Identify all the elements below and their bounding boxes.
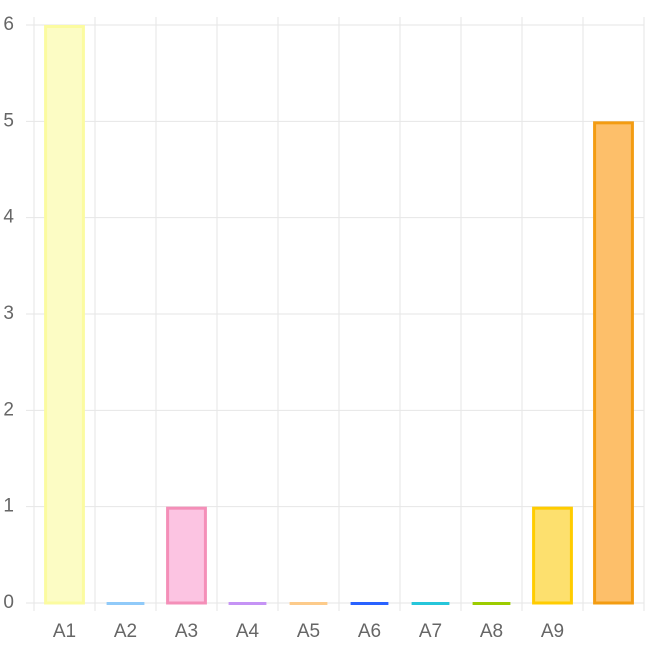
y-tick-label: 3 bbox=[3, 303, 14, 324]
y-tick-label: 4 bbox=[3, 207, 14, 228]
y-tick-label: 0 bbox=[3, 592, 14, 613]
y-tick-label: 5 bbox=[3, 110, 14, 131]
bar bbox=[532, 506, 573, 605]
y-tick-label: 6 bbox=[3, 14, 14, 35]
bar bbox=[44, 25, 85, 605]
x-tick-label: A1 bbox=[53, 621, 76, 642]
x-tick-label: A9 bbox=[541, 621, 564, 642]
x-tick-label: A3 bbox=[175, 621, 198, 642]
y-tick-label: 2 bbox=[3, 399, 14, 420]
bar bbox=[166, 506, 207, 605]
x-tick-label: A4 bbox=[236, 621, 260, 642]
x-tick-label: A2 bbox=[114, 621, 137, 642]
x-tick-label: A5 bbox=[297, 621, 320, 642]
x-tick-label: A8 bbox=[480, 621, 503, 642]
bar bbox=[593, 121, 634, 605]
x-tick-label: A6 bbox=[358, 621, 381, 642]
y-tick-label: 1 bbox=[3, 496, 14, 517]
x-tick-label: A7 bbox=[419, 621, 442, 642]
